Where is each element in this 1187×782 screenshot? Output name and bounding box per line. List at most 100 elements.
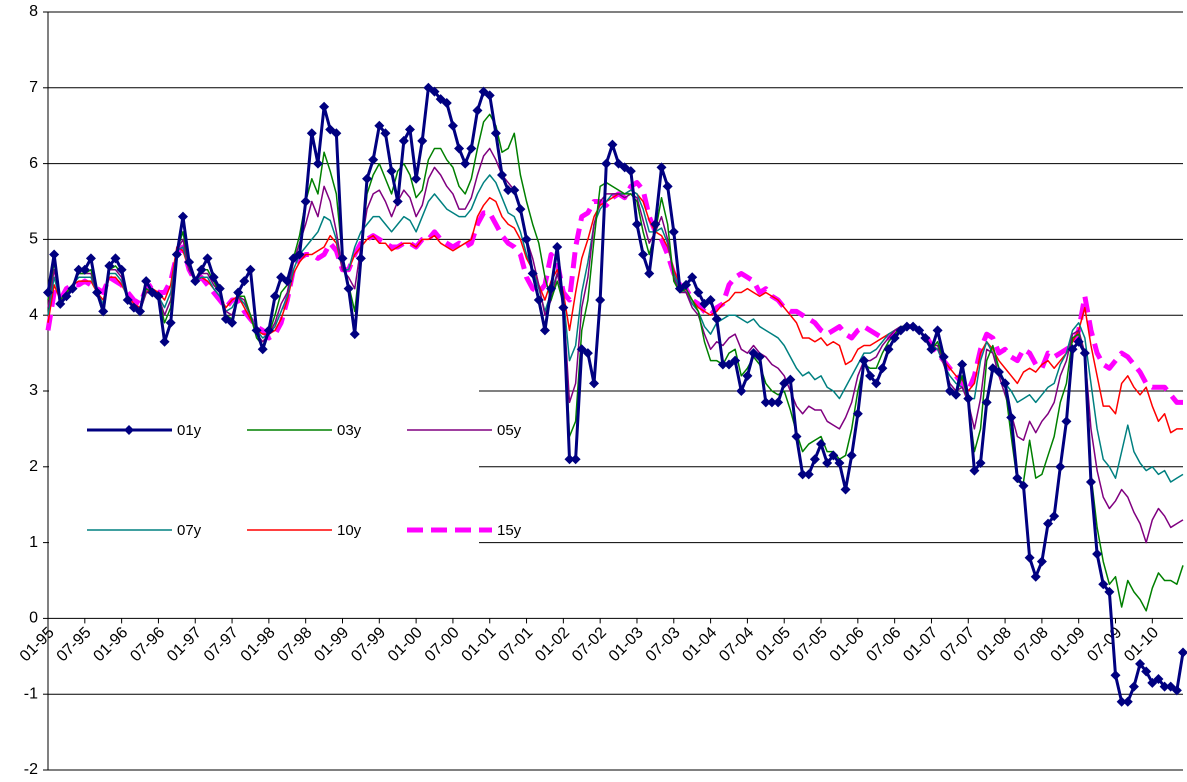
data-point xyxy=(1036,556,1047,567)
series-line xyxy=(45,180,1183,405)
data-point xyxy=(981,397,992,408)
data-point xyxy=(227,317,238,328)
data-point xyxy=(503,185,514,196)
data-point xyxy=(319,101,330,112)
x-tick-label: 01-02 xyxy=(532,624,573,665)
data-point xyxy=(920,332,931,343)
data-point xyxy=(165,317,176,328)
data-point xyxy=(957,359,968,370)
legend: 01y 03y 05y 07y 10y 15y xyxy=(49,388,522,588)
data-point xyxy=(631,219,642,230)
data-point xyxy=(1104,586,1115,597)
data-point xyxy=(662,181,673,192)
x-tick-label: 07-95 xyxy=(54,624,95,665)
y-tick-label: 8 xyxy=(29,3,38,20)
x-tick-label: 01-96 xyxy=(90,624,131,665)
legend-label: 10y xyxy=(337,522,362,539)
data-point xyxy=(1122,696,1133,707)
data-point xyxy=(116,264,127,275)
data-point xyxy=(1128,681,1139,692)
x-tick-label: 01-99 xyxy=(311,624,352,665)
y-tick-label: 6 xyxy=(29,155,38,172)
data-point xyxy=(454,143,465,154)
data-point xyxy=(871,378,882,389)
data-point xyxy=(1159,681,1170,692)
data-point xyxy=(963,393,974,404)
data-point xyxy=(251,325,262,336)
data-point xyxy=(1043,518,1054,529)
y-tick-label: -1 xyxy=(24,685,38,702)
x-tick-label: 07-96 xyxy=(127,624,168,665)
data-point xyxy=(1110,670,1121,681)
data-point xyxy=(521,234,532,245)
data-point xyxy=(803,469,814,480)
x-tick-label: 07-08 xyxy=(1011,624,1052,665)
x-tick-label: 07-00 xyxy=(422,624,463,665)
data-point xyxy=(791,431,802,442)
data-point xyxy=(656,162,667,173)
x-tick-label: 01-10 xyxy=(1121,624,1162,665)
data-point xyxy=(1067,344,1078,355)
data-point xyxy=(1024,552,1035,563)
data-point xyxy=(190,276,201,287)
data-point xyxy=(570,454,581,465)
y-tick-label: 4 xyxy=(29,306,38,323)
data-point xyxy=(355,253,366,264)
data-point xyxy=(263,325,274,336)
data-point xyxy=(177,211,188,222)
data-point xyxy=(312,158,323,169)
x-tick-label: 01-03 xyxy=(606,624,647,665)
data-point xyxy=(404,124,415,135)
data-point xyxy=(484,90,495,101)
data-point xyxy=(582,348,593,359)
data-point xyxy=(914,325,925,336)
data-point xyxy=(901,321,912,332)
data-point xyxy=(239,276,250,287)
data-point xyxy=(73,264,84,275)
data-point xyxy=(245,264,256,275)
data-point xyxy=(441,97,452,108)
legend-label: 07y xyxy=(177,522,202,539)
data-point xyxy=(705,295,716,306)
x-tick-label: 01-97 xyxy=(164,624,205,665)
data-point xyxy=(159,336,170,347)
x-tick-label: 07-98 xyxy=(275,624,316,665)
data-point xyxy=(1061,416,1072,427)
data-point xyxy=(349,329,360,340)
data-point xyxy=(1012,473,1023,484)
data-point xyxy=(398,135,409,146)
data-point xyxy=(975,458,986,469)
x-tick-label: 01-01 xyxy=(459,624,500,665)
data-point xyxy=(1141,666,1152,677)
data-point xyxy=(816,439,827,450)
x-tick-label: 01-04 xyxy=(679,624,720,665)
x-tick-label: 01-95 xyxy=(17,624,58,665)
data-point xyxy=(386,166,397,177)
x-tick-label: 07-04 xyxy=(716,624,757,665)
data-point xyxy=(392,196,403,207)
data-point xyxy=(546,283,557,294)
data-point xyxy=(184,257,195,268)
data-point xyxy=(110,253,121,264)
data-point xyxy=(429,86,440,97)
data-point xyxy=(270,291,280,302)
data-point xyxy=(85,253,96,264)
data-point xyxy=(1018,480,1029,491)
data-point xyxy=(208,272,219,283)
data-point xyxy=(650,219,661,230)
legend-label: 05y xyxy=(497,422,522,439)
data-point xyxy=(926,344,937,355)
data-point xyxy=(1092,548,1103,559)
data-point xyxy=(1153,674,1164,685)
data-point xyxy=(1006,412,1017,423)
data-point xyxy=(43,287,53,298)
data-point xyxy=(742,370,753,381)
data-point xyxy=(717,359,728,370)
data-point xyxy=(558,302,569,313)
data-point xyxy=(797,469,808,480)
x-tick-label: 01-98 xyxy=(238,624,279,665)
data-point xyxy=(1000,378,1011,389)
data-point xyxy=(331,128,342,139)
data-point xyxy=(638,249,649,260)
data-point xyxy=(846,450,857,461)
